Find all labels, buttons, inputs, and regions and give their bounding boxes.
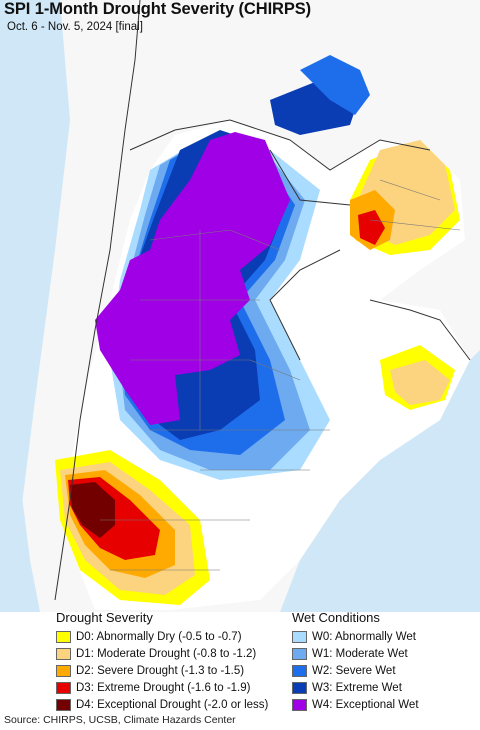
drought-legend-swatch	[56, 665, 71, 677]
drought-legend-item: D2: Severe Drought (-1.3 to -1.5)	[56, 663, 244, 679]
wet-legend-label: W4: Exceptional Wet	[312, 699, 419, 711]
wet-legend-label: W3: Extreme Wet	[312, 682, 402, 694]
wet-legend-label: W1: Moderate Wet	[312, 648, 408, 660]
source-credit: Source: CHIRPS, UCSB, Climate Hazards Ce…	[4, 714, 236, 726]
wet-legend-label: W0: Abnormally Wet	[312, 631, 416, 643]
wet-legend-item: W0: Abnormally Wet	[292, 629, 416, 645]
admin-borders	[100, 179, 461, 571]
drought-legend-label: D1: Moderate Drought (-0.8 to -1.2)	[76, 648, 257, 660]
wet-legend-swatch	[292, 631, 307, 643]
map-canvas	[0, 0, 480, 612]
drought-legend-swatch	[56, 631, 71, 643]
drought-legend-swatch	[56, 682, 71, 694]
drought-legend-title: Drought Severity	[56, 610, 153, 625]
atlantic-ocean	[280, 350, 480, 612]
wet-legend-item: W2: Severe Wet	[292, 663, 396, 679]
drought-legend-swatch	[56, 648, 71, 660]
drought-legend-label: D4: Exceptional Drought (-2.0 or less)	[76, 699, 269, 711]
pacific-ocean	[0, 0, 70, 612]
d3-region-ne	[358, 210, 385, 245]
map-title: SPI 1-Month Drought Severity (CHIRPS)	[4, 0, 312, 18]
wet-legend-item: W4: Exceptional Wet	[292, 697, 419, 713]
map-subtitle: Oct. 6 - Nov. 5, 2024 [final]	[7, 21, 143, 33]
wet-legend-item: W1: Moderate Wet	[292, 646, 408, 662]
country-borders	[54, 0, 471, 601]
d4-region-sw	[70, 482, 115, 538]
wet-legend-swatch	[292, 699, 307, 711]
wet-legend-item: W3: Extreme Wet	[292, 680, 402, 696]
wet-legend-swatch	[292, 648, 307, 660]
drought-legend-label: D2: Severe Drought (-1.3 to -1.5)	[76, 665, 245, 677]
legend: Drought Severity Wet Conditions D0: Abno…	[0, 610, 480, 713]
drought-legend-item: D3: Extreme Drought (-1.6 to -1.9)	[56, 680, 250, 696]
wet-legend-title: Wet Conditions	[292, 610, 380, 625]
drought-legend-swatch	[56, 699, 71, 711]
drought-map: SPI 1-Month Drought Severity (CHIRPS) Oc…	[0, 0, 480, 612]
w2-region-north	[300, 55, 370, 115]
drought-legend-item: D4: Exceptional Drought (-2.0 or less)	[56, 697, 268, 713]
wet-legend-label: W2: Severe Wet	[312, 665, 396, 677]
d1-region-se	[390, 360, 450, 405]
wet-legend-swatch	[292, 665, 307, 677]
drought-legend-item: D1: Moderate Drought (-0.8 to -1.2)	[56, 646, 256, 662]
drought-legend-label: D3: Extreme Drought (-1.6 to -1.9)	[76, 682, 251, 694]
drought-legend-item: D0: Abnormally Dry (-0.5 to -0.7)	[56, 629, 242, 645]
drought-legend-label: D0: Abnormally Dry (-0.5 to -0.7)	[76, 631, 242, 643]
w4-region	[95, 132, 290, 425]
wet-legend-swatch	[292, 682, 307, 694]
